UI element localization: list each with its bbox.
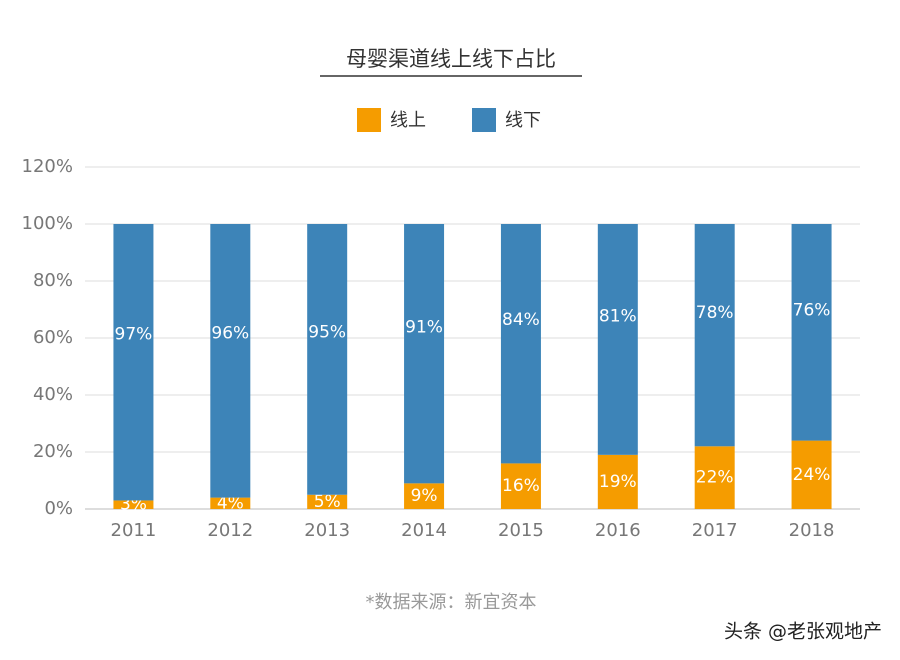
bar-segment [694, 224, 735, 447]
legend-swatch [357, 108, 381, 132]
y-tick-label: 0% [44, 498, 73, 519]
bar-segment [791, 440, 832, 509]
y-tick-label: 120% [22, 156, 73, 177]
bar-segment [307, 494, 348, 509]
value-label: 91% [405, 318, 443, 338]
value-label: 5% [314, 492, 341, 512]
bar-segment [500, 224, 541, 464]
y-tick-label: 60% [33, 327, 73, 348]
value-label: 16% [502, 476, 540, 496]
bar-segment [597, 224, 638, 455]
bar-segment [404, 224, 445, 484]
bar-segment [210, 497, 251, 509]
bar-segment [307, 224, 348, 495]
value-label: 97% [115, 325, 153, 345]
source-note: *数据来源：新宜资本 [366, 592, 537, 613]
value-label: 76% [793, 301, 831, 321]
bar-segment [500, 463, 541, 509]
value-label: 95% [308, 322, 346, 342]
bar-segment [791, 224, 832, 441]
x-tick-label: 2012 [207, 520, 253, 541]
value-label: 19% [599, 472, 637, 492]
value-label: 84% [502, 310, 540, 330]
value-label: 24% [793, 465, 831, 485]
x-tick-label: 2013 [304, 520, 350, 541]
value-label: 9% [411, 486, 438, 506]
legend-swatch [472, 108, 496, 132]
bar-segment [694, 446, 735, 509]
bar-segment [597, 454, 638, 509]
bar-segment [404, 483, 445, 509]
y-tick-label: 80% [33, 270, 73, 291]
value-label: 81% [599, 306, 637, 326]
y-tick-label: 20% [33, 441, 73, 462]
legend-label: 线下 [505, 110, 541, 131]
value-label: 96% [211, 323, 249, 343]
value-label: 4% [217, 493, 244, 513]
legend-label: 线上 [390, 110, 426, 131]
value-label: 78% [696, 303, 734, 323]
y-tick-label: 100% [22, 213, 73, 234]
value-label: 22% [696, 468, 734, 488]
chart-title: 母婴渠道线上线下占比 [346, 47, 556, 71]
bar-segment [113, 224, 154, 501]
y-tick-label: 40% [33, 384, 73, 405]
watermark: 头条 @老张观地产 [724, 621, 882, 643]
bar-segment [210, 224, 251, 498]
x-tick-label: 2014 [401, 520, 447, 541]
x-tick-label: 2017 [692, 520, 738, 541]
x-tick-label: 2011 [111, 520, 157, 541]
x-tick-label: 2015 [498, 520, 544, 541]
bar-segment [113, 500, 154, 509]
x-tick-label: 2016 [595, 520, 641, 541]
x-tick-label: 2018 [789, 520, 835, 541]
